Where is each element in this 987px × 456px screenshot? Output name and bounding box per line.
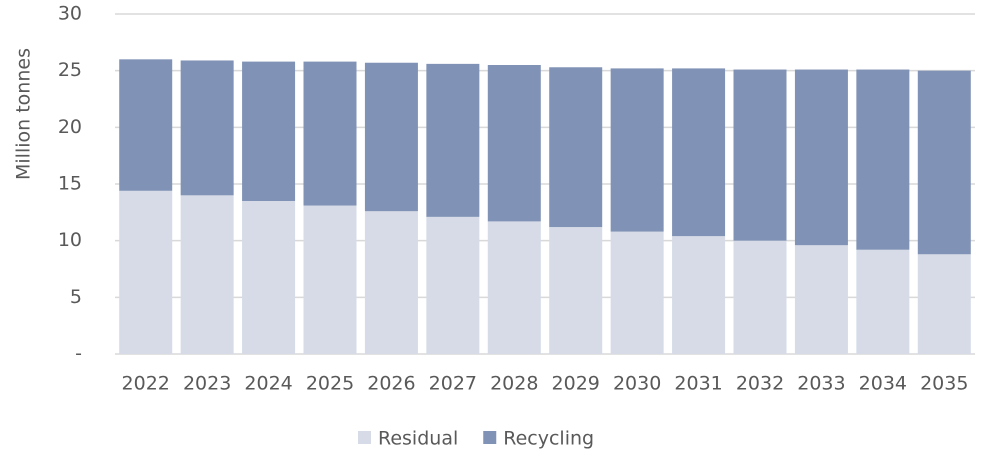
bar-segment: [364, 211, 418, 354]
x-tick-label: 2025: [306, 373, 354, 395]
x-tick-label: 2033: [797, 373, 845, 395]
bar-segment: [794, 69, 848, 246]
legend-swatch: [483, 431, 497, 444]
y-tick-label: 10: [58, 229, 82, 251]
bar-segment: [917, 254, 971, 354]
x-tick-label: 2027: [429, 373, 477, 395]
bar-segment: [242, 201, 296, 354]
bar-segment: [733, 240, 787, 354]
x-tick-label: 2026: [367, 373, 415, 395]
y-tick-label: 5: [70, 286, 82, 308]
x-tick-label: 2035: [920, 373, 968, 395]
legend-label: Recycling: [503, 428, 594, 450]
y-tick-label: 20: [58, 116, 82, 138]
bar-segment: [119, 59, 173, 191]
legend-label: Residual: [378, 428, 458, 450]
bar-segment: [426, 63, 480, 217]
bar-segment: [426, 216, 480, 354]
y-tick-label: -: [75, 343, 82, 365]
y-tick-label: 30: [58, 3, 82, 25]
x-tick-label: 2032: [736, 373, 784, 395]
y-axis-label: Million tonnes: [13, 48, 35, 180]
bar-segment: [610, 231, 664, 354]
bar-segment: [610, 68, 664, 232]
bar-segment: [180, 195, 234, 354]
bar-segment: [856, 69, 910, 250]
bar-segment: [672, 68, 726, 237]
bar-segment: [672, 236, 726, 354]
x-tick-label: 2023: [183, 373, 231, 395]
bar-segment: [549, 67, 603, 228]
x-tick-label: 2030: [613, 373, 661, 395]
bar-segment: [487, 65, 541, 222]
bar-segment: [733, 69, 787, 241]
bar-segment: [487, 221, 541, 354]
bar-segment: [303, 205, 357, 354]
x-tick-label: 2022: [122, 373, 170, 395]
bar-segment: [856, 249, 910, 354]
x-tick-label: 2028: [490, 373, 538, 395]
y-tick-label: 15: [58, 173, 82, 195]
y-tick-label: 25: [58, 59, 82, 81]
legend-swatch: [358, 431, 371, 444]
x-tick-label: 2031: [674, 373, 722, 395]
bar-segment: [303, 61, 357, 206]
x-tick-label: 2034: [859, 373, 907, 395]
bar-segment: [242, 61, 296, 201]
bar-segment: [119, 190, 173, 354]
bar-segment: [364, 62, 418, 212]
bar-segment: [917, 70, 971, 255]
bar-segment: [794, 245, 848, 354]
x-tick-label: 2029: [552, 373, 600, 395]
x-tick-label: 2024: [244, 373, 292, 395]
bar-segment: [549, 227, 603, 354]
bar-segment: [180, 60, 234, 196]
